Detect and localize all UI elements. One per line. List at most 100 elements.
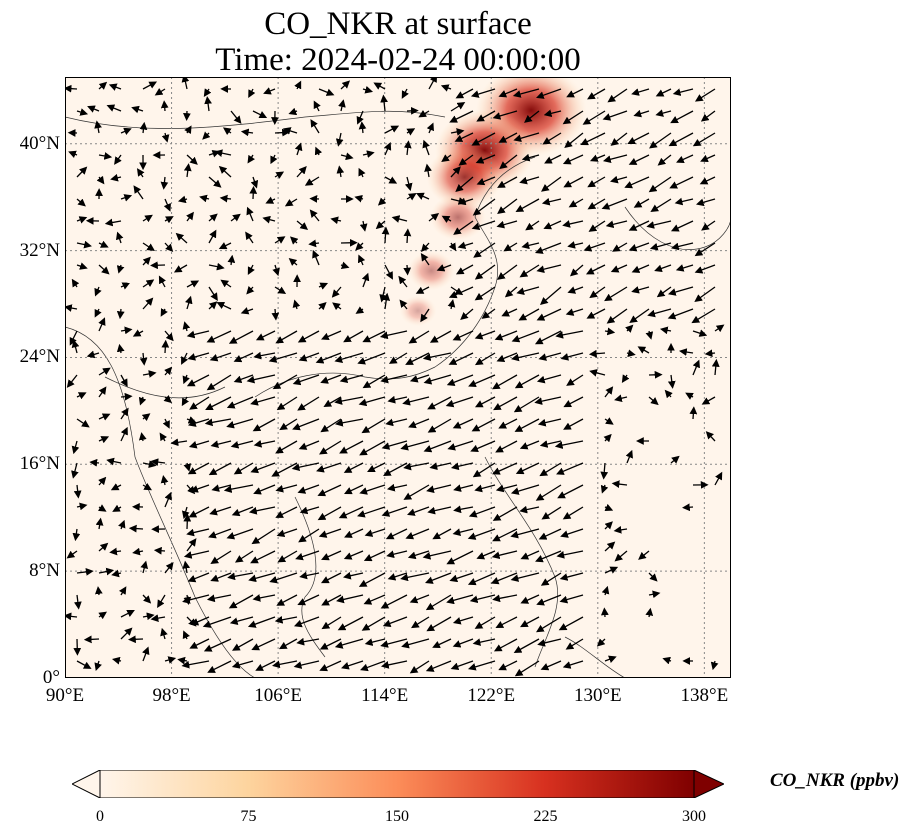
wind-vector bbox=[361, 418, 386, 434]
wind-vector bbox=[218, 165, 232, 178]
wind-vector bbox=[422, 139, 430, 156]
wind-vector bbox=[275, 484, 298, 493]
wind-vector bbox=[72, 528, 81, 542]
wind-vector bbox=[441, 154, 452, 163]
wind-vector bbox=[520, 616, 540, 628]
wind-vector bbox=[251, 528, 276, 545]
wind-vector bbox=[182, 594, 210, 604]
wind-vector bbox=[603, 433, 612, 443]
wind-vector bbox=[604, 286, 628, 302]
wind-vector bbox=[426, 484, 452, 494]
wind-vector bbox=[142, 370, 157, 378]
wind-vector bbox=[542, 132, 562, 145]
wind-vector bbox=[315, 352, 342, 364]
wind-vector bbox=[580, 132, 606, 146]
wind-vector bbox=[245, 231, 254, 244]
wind-vector bbox=[541, 176, 562, 192]
wind-vector bbox=[476, 110, 496, 122]
wind-vector bbox=[170, 438, 188, 447]
wind-vector bbox=[474, 286, 496, 301]
wind-vector bbox=[621, 374, 630, 383]
wind-vectors bbox=[65, 77, 725, 677]
wind-vector bbox=[73, 484, 82, 499]
wind-vector bbox=[562, 220, 584, 228]
wind-vector bbox=[304, 176, 320, 186]
wind-vector bbox=[292, 418, 320, 431]
wind-vector bbox=[388, 352, 408, 364]
wind-vector bbox=[163, 395, 173, 404]
wind-vector bbox=[606, 308, 628, 324]
wind-vector bbox=[334, 638, 364, 649]
wind-vector bbox=[601, 198, 628, 210]
wind-vector bbox=[627, 132, 650, 145]
wind-vector bbox=[120, 609, 135, 618]
wind-vector bbox=[585, 264, 606, 275]
wind-vector bbox=[205, 396, 232, 411]
wind-vector bbox=[511, 330, 540, 343]
wind-vector bbox=[252, 110, 268, 119]
wind-vector bbox=[183, 462, 192, 472]
wind-vector bbox=[297, 594, 320, 606]
wind-vector bbox=[391, 215, 408, 223]
wind-vector bbox=[335, 418, 364, 427]
wind-vector bbox=[564, 132, 584, 149]
wind-vector bbox=[689, 406, 698, 420]
wind-vector bbox=[596, 638, 606, 647]
wind-vector bbox=[694, 242, 716, 257]
wind-vector bbox=[296, 166, 307, 178]
wind-vector bbox=[297, 396, 320, 411]
wind-vector bbox=[624, 176, 650, 189]
wind-vector bbox=[536, 88, 562, 99]
wind-vector bbox=[271, 308, 280, 321]
wind-vector bbox=[247, 616, 276, 628]
wind-vector bbox=[614, 394, 628, 403]
wind-vector bbox=[136, 168, 145, 178]
wind-vector bbox=[406, 128, 416, 136]
wind-vector bbox=[450, 166, 461, 178]
wind-vector bbox=[308, 239, 320, 248]
wind-vector bbox=[109, 547, 122, 556]
wind-vector bbox=[253, 439, 276, 448]
wind-vector bbox=[86, 350, 100, 359]
wind-vector bbox=[699, 176, 716, 185]
wind-vector bbox=[536, 308, 562, 321]
wind-vector bbox=[120, 392, 133, 401]
wind-vector bbox=[569, 264, 584, 277]
wind-vector bbox=[670, 242, 694, 251]
wind-vector bbox=[691, 308, 716, 324]
wind-vector bbox=[631, 286, 650, 294]
wind-vector bbox=[344, 528, 364, 538]
wind-vector bbox=[649, 132, 672, 149]
wind-vector bbox=[534, 396, 562, 405]
wind-vector bbox=[358, 167, 366, 178]
wind-vector bbox=[556, 550, 584, 559]
wind-vector bbox=[628, 154, 650, 165]
wind-vector bbox=[567, 241, 584, 249]
wind-vector bbox=[497, 176, 518, 188]
wind-vector bbox=[297, 330, 320, 343]
colorbar-gradient bbox=[99, 769, 695, 799]
wind-vector bbox=[188, 440, 210, 449]
lon-tick-label: 138°E bbox=[680, 685, 729, 706]
wind-vector bbox=[539, 462, 562, 477]
wind-vector bbox=[452, 638, 474, 648]
wind-vector bbox=[265, 196, 276, 204]
wind-vector bbox=[559, 572, 584, 581]
wind-vector bbox=[520, 594, 540, 604]
wind-vector bbox=[452, 418, 474, 429]
wind-vector bbox=[228, 594, 254, 609]
wind-vector bbox=[467, 572, 496, 586]
wind-vector bbox=[240, 128, 254, 137]
wind-vector bbox=[114, 154, 122, 165]
wind-vector bbox=[173, 264, 188, 273]
wind-vector bbox=[138, 432, 147, 442]
wind-vector bbox=[204, 418, 232, 427]
wind-vector bbox=[566, 88, 584, 98]
wind-vector bbox=[407, 506, 430, 516]
wind-vector bbox=[202, 616, 232, 628]
wind-vector bbox=[272, 660, 298, 669]
wind-vector bbox=[275, 506, 298, 518]
wind-vector bbox=[182, 374, 190, 385]
wind-vector bbox=[667, 286, 694, 296]
wind-vector bbox=[339, 440, 364, 454]
